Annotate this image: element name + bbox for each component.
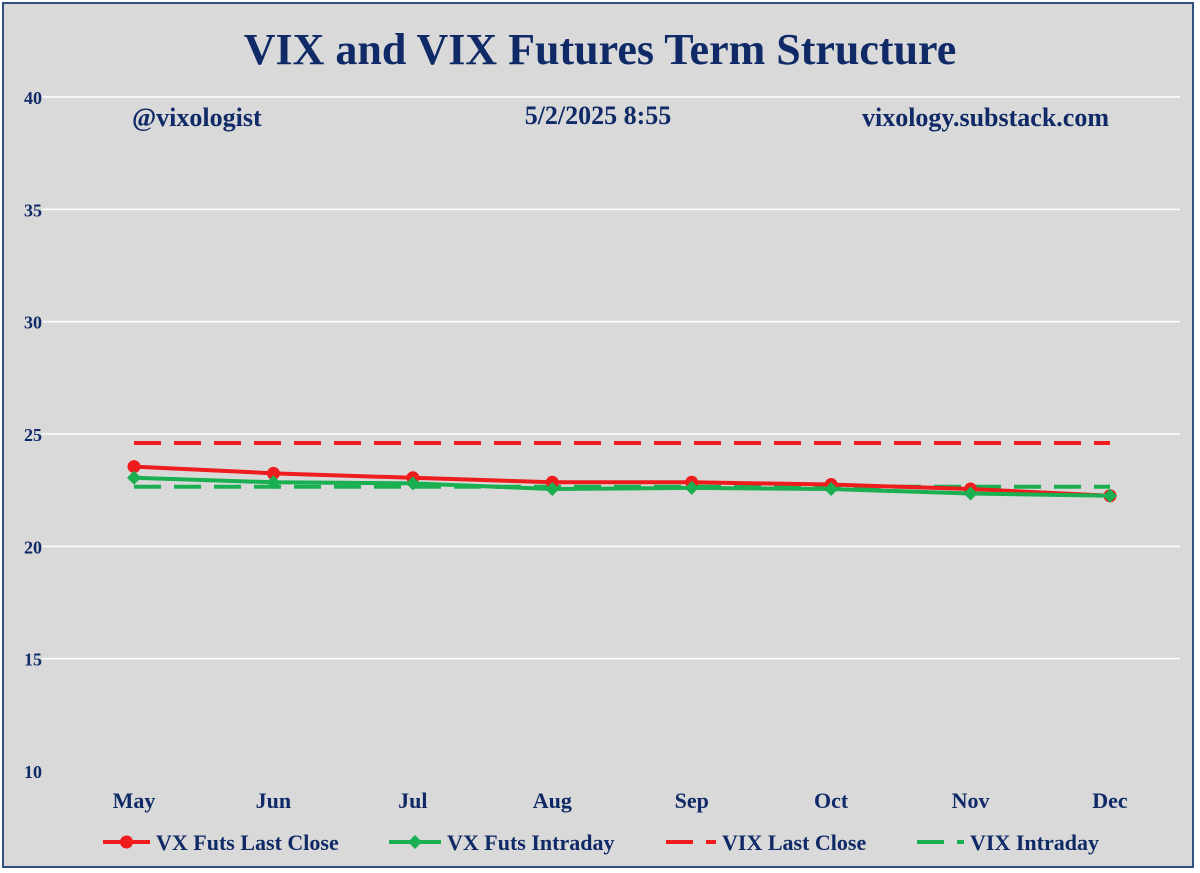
x-category-label-jul: Jul bbox=[398, 788, 427, 813]
legend-label-vx-futs-intraday: VX Futs Intraday bbox=[447, 830, 614, 855]
point-vx-futs-intraday-dec bbox=[1103, 488, 1117, 503]
chart-title: VIX and VIX Futures Term Structure bbox=[244, 25, 957, 74]
point-vx-futs-intraday-jul bbox=[405, 476, 420, 491]
term-structure-chart: VIX and VIX Futures Term Structure 10 15 2… bbox=[24, 25, 1180, 855]
y-axis-ticks: 10 15 20 25 30 35 40 bbox=[24, 88, 42, 782]
series-lines bbox=[127, 440, 1117, 503]
y-tick-label-35: 35 bbox=[24, 200, 42, 220]
series-line-vx-futs-last-close bbox=[133, 464, 1111, 498]
point-vx-futs-intraday-oct bbox=[824, 482, 839, 497]
x-category-label-dec: Dec bbox=[1092, 788, 1128, 813]
point-vx-futs-intraday-may bbox=[127, 470, 141, 485]
legend-label-vix-intraday: VIX Intraday bbox=[970, 830, 1099, 855]
x-axis-categories: May Jun Jul Aug Sep Oct Nov Dec bbox=[113, 788, 1128, 813]
legend-label-vx-futs-last-close: VX Futs Last Close bbox=[156, 830, 339, 855]
gridlines bbox=[42, 96, 1180, 660]
handle-annotation: @vixologist bbox=[132, 103, 262, 132]
x-category-label-oct: Oct bbox=[814, 788, 849, 813]
y-tick-label-10: 10 bbox=[24, 762, 42, 782]
y-tick-label-25: 25 bbox=[24, 425, 42, 445]
legend-item-vix-intraday: VIX Intraday bbox=[917, 830, 1099, 855]
timestamp-annotation: 5/2/2025 8:55 bbox=[525, 101, 672, 130]
legend-marker-vx-futs-last-close bbox=[120, 835, 133, 849]
y-tick-label-40: 40 bbox=[24, 88, 42, 108]
point-vx-futs-intraday-nov bbox=[963, 486, 978, 501]
legend-item-vx-futs-intraday: VX Futs Intraday bbox=[389, 830, 614, 855]
legend-marker-vx-futs-intraday bbox=[408, 835, 422, 849]
x-category-label-aug: Aug bbox=[533, 788, 572, 813]
y-tick-label-30: 30 bbox=[24, 313, 42, 333]
x-category-label-jun: Jun bbox=[256, 788, 291, 813]
y-tick-label-20: 20 bbox=[24, 537, 42, 557]
website-annotation: vixology.substack.com bbox=[862, 103, 1109, 132]
point-vx-futs-last-close-may bbox=[127, 460, 141, 474]
legend-label-vix-last-close: VIX Last Close bbox=[722, 830, 866, 855]
point-vx-futs-intraday-sep bbox=[684, 480, 699, 495]
y-tick-label-15: 15 bbox=[24, 650, 42, 670]
legend-item-vx-futs-last-close: VX Futs Last Close bbox=[103, 830, 339, 855]
series-line-vx-futs-intraday bbox=[133, 475, 1111, 498]
x-category-label-may: May bbox=[113, 788, 156, 813]
x-category-label-nov: Nov bbox=[952, 788, 990, 813]
point-vx-futs-last-close-jun bbox=[266, 466, 280, 480]
x-category-label-sep: Sep bbox=[675, 788, 709, 813]
point-vx-futs-intraday-jun bbox=[266, 475, 281, 490]
legend: VX Futs Last Close VX Futs Intraday VIX La… bbox=[103, 830, 1099, 855]
point-vx-futs-intraday-aug bbox=[545, 482, 560, 497]
legend-item-vix-last-close: VIX Last Close bbox=[666, 830, 866, 855]
